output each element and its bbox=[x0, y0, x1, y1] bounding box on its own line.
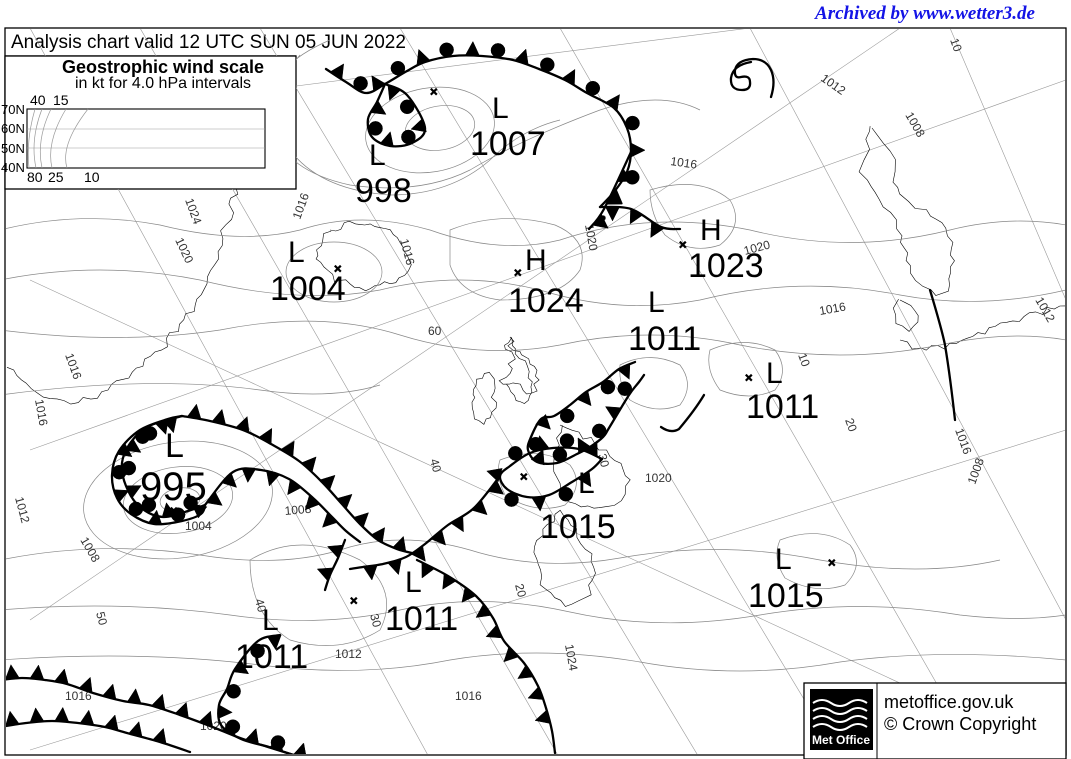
svg-text:×: × bbox=[828, 555, 836, 570]
svg-text:H: H bbox=[700, 214, 722, 247]
svg-text:H: H bbox=[525, 244, 547, 277]
svg-text:metoffice.gov.uk: metoffice.gov.uk bbox=[884, 692, 1014, 712]
svg-text:1016: 1016 bbox=[455, 689, 482, 703]
svg-text:×: × bbox=[514, 265, 522, 280]
svg-text:L: L bbox=[288, 236, 305, 269]
svg-text:L: L bbox=[405, 566, 422, 599]
svg-text:Met Office: Met Office bbox=[812, 733, 870, 747]
svg-text:25: 25 bbox=[48, 169, 64, 185]
svg-text:×: × bbox=[520, 469, 528, 484]
svg-text:1012: 1012 bbox=[335, 647, 362, 661]
svg-text:×: × bbox=[679, 237, 687, 252]
svg-text:×: × bbox=[430, 84, 438, 99]
svg-text:1011: 1011 bbox=[628, 320, 701, 358]
svg-text:40: 40 bbox=[30, 92, 46, 108]
svg-text:Analysis chart valid 12 UTC S: Analysis chart valid 12 UTC SUN 05 JUN 2… bbox=[11, 32, 406, 53]
svg-text:50N: 50N bbox=[1, 141, 25, 156]
svg-text:1020: 1020 bbox=[645, 471, 672, 485]
svg-text:60N: 60N bbox=[1, 121, 25, 136]
svg-text:1023: 1023 bbox=[688, 247, 764, 285]
svg-text:1007: 1007 bbox=[470, 125, 546, 163]
svg-text:L: L bbox=[262, 604, 279, 637]
svg-text:×: × bbox=[745, 370, 753, 385]
svg-text:70N: 70N bbox=[1, 102, 25, 117]
svg-text:L: L bbox=[775, 543, 792, 576]
svg-text:×: × bbox=[350, 593, 358, 608]
svg-text:60: 60 bbox=[428, 324, 442, 338]
svg-text:1004: 1004 bbox=[270, 270, 346, 308]
svg-text:998: 998 bbox=[355, 172, 412, 210]
svg-text:L: L bbox=[165, 427, 184, 465]
svg-text:1024: 1024 bbox=[508, 282, 584, 320]
svg-text:1015: 1015 bbox=[748, 577, 824, 615]
svg-text:L: L bbox=[766, 357, 783, 390]
svg-text:L: L bbox=[648, 286, 665, 319]
svg-text:1015: 1015 bbox=[540, 508, 616, 546]
svg-text:Geostrophic wind scale: Geostrophic wind scale bbox=[62, 57, 264, 77]
svg-text:15: 15 bbox=[53, 92, 69, 108]
svg-text:80: 80 bbox=[27, 169, 43, 185]
svg-text:Archived by www.wetter3.de: Archived by www.wetter3.de bbox=[814, 3, 1035, 24]
svg-text:10: 10 bbox=[84, 169, 100, 185]
svg-text:L: L bbox=[492, 92, 509, 125]
svg-text:© Crown Copyright: © Crown Copyright bbox=[884, 714, 1036, 734]
svg-text:1011: 1011 bbox=[385, 600, 458, 638]
svg-text:1004: 1004 bbox=[185, 519, 212, 533]
svg-text:1011: 1011 bbox=[746, 388, 819, 426]
svg-text:40N: 40N bbox=[1, 160, 25, 175]
svg-text:in kt for 4.0 hPa intervals: in kt for 4.0 hPa intervals bbox=[75, 75, 251, 92]
